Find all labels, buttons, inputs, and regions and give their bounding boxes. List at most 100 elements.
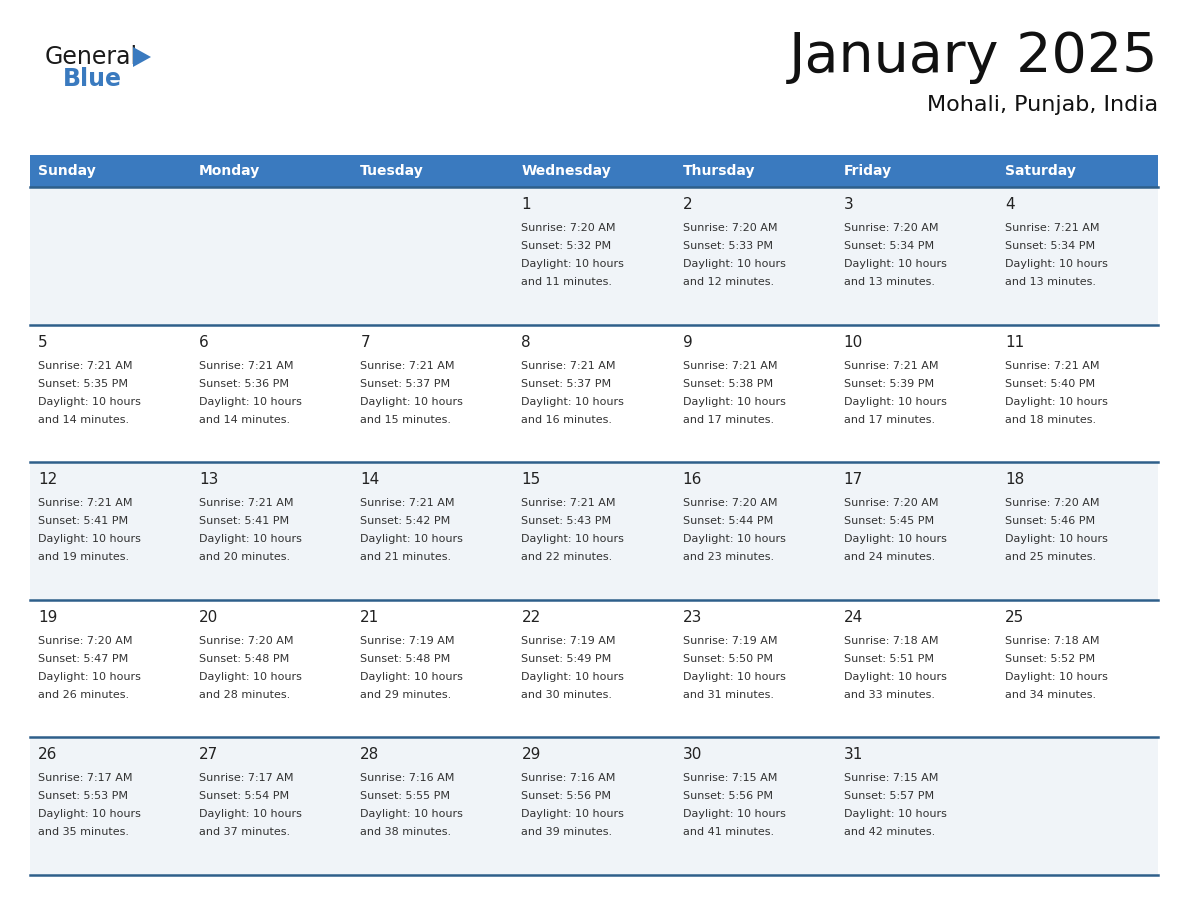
Text: and 39 minutes.: and 39 minutes.	[522, 827, 613, 837]
Text: 30: 30	[683, 747, 702, 763]
Text: Daylight: 10 hours: Daylight: 10 hours	[38, 810, 141, 820]
Text: 13: 13	[200, 472, 219, 487]
Text: Friday: Friday	[843, 164, 892, 178]
Text: Daylight: 10 hours: Daylight: 10 hours	[522, 810, 625, 820]
Text: and 11 minutes.: and 11 minutes.	[522, 277, 613, 287]
Text: Mohali, Punjab, India: Mohali, Punjab, India	[927, 95, 1158, 115]
Text: and 42 minutes.: and 42 minutes.	[843, 827, 935, 837]
Text: Sunset: 5:41 PM: Sunset: 5:41 PM	[38, 516, 128, 526]
Text: Sunrise: 7:18 AM: Sunrise: 7:18 AM	[1005, 636, 1099, 645]
Text: January 2025: January 2025	[789, 30, 1158, 84]
Bar	[513, 737, 675, 875]
Text: Daylight: 10 hours: Daylight: 10 hours	[683, 397, 785, 407]
Polygon shape	[133, 47, 151, 67]
Text: Daylight: 10 hours: Daylight: 10 hours	[38, 534, 141, 544]
Text: Sunset: 5:44 PM: Sunset: 5:44 PM	[683, 516, 773, 526]
Bar	[353, 325, 513, 462]
Text: 17: 17	[843, 472, 862, 487]
Bar	[513, 155, 675, 187]
Text: Daylight: 10 hours: Daylight: 10 hours	[683, 534, 785, 544]
Text: Sunrise: 7:21 AM: Sunrise: 7:21 AM	[522, 361, 615, 371]
Text: Sunset: 5:43 PM: Sunset: 5:43 PM	[522, 516, 612, 526]
Text: 29: 29	[522, 747, 541, 763]
Text: 3: 3	[843, 197, 853, 212]
Text: Sunrise: 7:15 AM: Sunrise: 7:15 AM	[683, 773, 777, 783]
Text: Sunset: 5:36 PM: Sunset: 5:36 PM	[200, 378, 289, 388]
Text: Sunset: 5:54 PM: Sunset: 5:54 PM	[200, 791, 289, 801]
Text: Sunrise: 7:20 AM: Sunrise: 7:20 AM	[683, 223, 777, 233]
Bar	[835, 599, 997, 737]
Text: Daylight: 10 hours: Daylight: 10 hours	[843, 259, 947, 269]
Text: Sunset: 5:33 PM: Sunset: 5:33 PM	[683, 241, 772, 251]
Text: 20: 20	[200, 610, 219, 625]
Text: and 25 minutes.: and 25 minutes.	[1005, 553, 1097, 562]
Text: 1: 1	[522, 197, 531, 212]
Text: and 23 minutes.: and 23 minutes.	[683, 553, 773, 562]
Text: Sunset: 5:55 PM: Sunset: 5:55 PM	[360, 791, 450, 801]
Text: 22: 22	[522, 610, 541, 625]
Text: and 13 minutes.: and 13 minutes.	[843, 277, 935, 287]
Text: Daylight: 10 hours: Daylight: 10 hours	[38, 672, 141, 682]
Text: Sunset: 5:45 PM: Sunset: 5:45 PM	[843, 516, 934, 526]
Text: Daylight: 10 hours: Daylight: 10 hours	[360, 397, 463, 407]
Text: Sunrise: 7:19 AM: Sunrise: 7:19 AM	[522, 636, 615, 645]
Text: and 19 minutes.: and 19 minutes.	[38, 553, 129, 562]
Bar	[353, 599, 513, 737]
Text: Sunset: 5:56 PM: Sunset: 5:56 PM	[683, 791, 772, 801]
Text: Daylight: 10 hours: Daylight: 10 hours	[200, 810, 302, 820]
Text: Sunrise: 7:21 AM: Sunrise: 7:21 AM	[200, 498, 293, 509]
Bar	[997, 325, 1158, 462]
Text: Saturday: Saturday	[1005, 164, 1075, 178]
Text: and 31 minutes.: and 31 minutes.	[683, 689, 773, 700]
Text: and 13 minutes.: and 13 minutes.	[1005, 277, 1095, 287]
Text: Sunrise: 7:21 AM: Sunrise: 7:21 AM	[1005, 223, 1099, 233]
Text: Sunrise: 7:20 AM: Sunrise: 7:20 AM	[843, 223, 939, 233]
Text: Sunset: 5:37 PM: Sunset: 5:37 PM	[360, 378, 450, 388]
Text: Daylight: 10 hours: Daylight: 10 hours	[200, 534, 302, 544]
Bar	[675, 737, 835, 875]
Text: Daylight: 10 hours: Daylight: 10 hours	[360, 810, 463, 820]
Bar	[353, 187, 513, 325]
Text: Daylight: 10 hours: Daylight: 10 hours	[522, 534, 625, 544]
Text: Daylight: 10 hours: Daylight: 10 hours	[522, 397, 625, 407]
Text: and 30 minutes.: and 30 minutes.	[522, 689, 613, 700]
Text: 2: 2	[683, 197, 693, 212]
Text: Sunset: 5:47 PM: Sunset: 5:47 PM	[38, 654, 128, 664]
Bar	[675, 462, 835, 599]
Bar	[513, 187, 675, 325]
Text: Sunrise: 7:21 AM: Sunrise: 7:21 AM	[360, 361, 455, 371]
Text: Sunrise: 7:21 AM: Sunrise: 7:21 AM	[683, 361, 777, 371]
Text: Sunrise: 7:21 AM: Sunrise: 7:21 AM	[843, 361, 939, 371]
Text: Sunset: 5:39 PM: Sunset: 5:39 PM	[843, 378, 934, 388]
Bar	[30, 462, 191, 599]
Text: Daylight: 10 hours: Daylight: 10 hours	[843, 810, 947, 820]
Text: Daylight: 10 hours: Daylight: 10 hours	[200, 397, 302, 407]
Text: 25: 25	[1005, 610, 1024, 625]
Text: Daylight: 10 hours: Daylight: 10 hours	[522, 672, 625, 682]
Text: and 17 minutes.: and 17 minutes.	[683, 415, 773, 425]
Text: General: General	[45, 45, 138, 69]
Text: 23: 23	[683, 610, 702, 625]
Text: 11: 11	[1005, 334, 1024, 350]
Text: and 38 minutes.: and 38 minutes.	[360, 827, 451, 837]
Text: Sunset: 5:41 PM: Sunset: 5:41 PM	[200, 516, 289, 526]
Bar	[835, 462, 997, 599]
Text: and 14 minutes.: and 14 minutes.	[38, 415, 129, 425]
Text: and 22 minutes.: and 22 minutes.	[522, 553, 613, 562]
Text: 6: 6	[200, 334, 209, 350]
Text: Sunrise: 7:16 AM: Sunrise: 7:16 AM	[360, 773, 455, 783]
Bar	[675, 187, 835, 325]
Text: Sunset: 5:34 PM: Sunset: 5:34 PM	[843, 241, 934, 251]
Text: Daylight: 10 hours: Daylight: 10 hours	[38, 397, 141, 407]
Bar	[30, 155, 191, 187]
Bar	[191, 462, 353, 599]
Text: Daylight: 10 hours: Daylight: 10 hours	[1005, 672, 1107, 682]
Bar	[30, 737, 191, 875]
Bar	[997, 737, 1158, 875]
Text: Sunday: Sunday	[38, 164, 96, 178]
Text: and 26 minutes.: and 26 minutes.	[38, 689, 129, 700]
Text: Daylight: 10 hours: Daylight: 10 hours	[843, 397, 947, 407]
Text: 9: 9	[683, 334, 693, 350]
Text: Sunset: 5:48 PM: Sunset: 5:48 PM	[200, 654, 290, 664]
Text: and 15 minutes.: and 15 minutes.	[360, 415, 451, 425]
